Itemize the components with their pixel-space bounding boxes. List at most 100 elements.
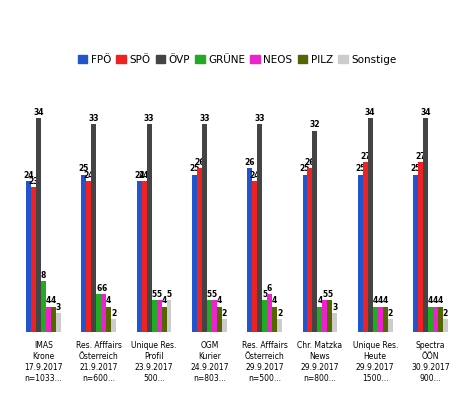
Text: 25: 25 (189, 164, 200, 174)
Bar (257, 125, 262, 332)
Bar (267, 294, 272, 332)
Bar (322, 300, 328, 332)
Text: 4: 4 (217, 296, 222, 305)
Bar (96, 294, 101, 332)
Text: 6: 6 (267, 284, 272, 293)
Text: 5: 5 (207, 290, 212, 299)
Text: 32: 32 (310, 121, 320, 129)
Bar (308, 168, 312, 332)
Text: 3: 3 (332, 302, 337, 312)
Text: 3: 3 (56, 302, 61, 312)
Bar (388, 319, 392, 332)
Text: 34: 34 (33, 108, 44, 117)
Text: 4: 4 (51, 296, 56, 305)
Text: 4: 4 (438, 296, 443, 305)
Bar (91, 125, 96, 332)
Bar (438, 306, 443, 332)
Text: 26: 26 (194, 158, 205, 167)
Text: 24: 24 (83, 171, 94, 179)
Bar (363, 162, 368, 332)
Bar (26, 181, 31, 332)
Text: 5: 5 (212, 290, 217, 299)
Text: 25: 25 (410, 164, 421, 174)
Text: 25: 25 (355, 164, 365, 174)
Text: 4: 4 (106, 296, 111, 305)
Text: 24: 24 (134, 171, 145, 179)
Bar (86, 181, 91, 332)
Text: 24: 24 (23, 171, 34, 179)
Bar (418, 162, 423, 332)
Bar (368, 118, 373, 332)
Bar (413, 175, 418, 332)
Text: 25: 25 (300, 164, 310, 174)
Text: 2: 2 (111, 309, 116, 318)
Bar (41, 281, 46, 332)
Text: 4: 4 (272, 296, 277, 305)
Legend: FPÖ, SPÖ, ÖVP, GRÜNE, NEOS, PILZ, Sonstige: FPÖ, SPÖ, ÖVP, GRÜNE, NEOS, PILZ, Sonsti… (75, 53, 399, 67)
Bar (318, 306, 322, 332)
Bar (51, 306, 56, 332)
Bar (312, 131, 318, 332)
Bar (152, 300, 156, 332)
Bar (272, 306, 277, 332)
Bar (262, 300, 267, 332)
Bar (358, 175, 363, 332)
Text: 24: 24 (139, 171, 149, 179)
Bar (56, 313, 61, 332)
Bar (378, 306, 383, 332)
Text: 5: 5 (262, 290, 267, 299)
Text: 25: 25 (79, 164, 89, 174)
Bar (332, 313, 337, 332)
Text: 4: 4 (433, 296, 438, 305)
Bar (111, 319, 116, 332)
Text: 2: 2 (388, 309, 393, 318)
Text: 34: 34 (420, 108, 431, 117)
Text: 5: 5 (156, 290, 162, 299)
Text: 34: 34 (365, 108, 375, 117)
Text: 33: 33 (89, 114, 99, 123)
Bar (106, 306, 111, 332)
Bar (212, 300, 217, 332)
Bar (192, 175, 197, 332)
Bar (302, 175, 308, 332)
Bar (166, 300, 172, 332)
Bar (383, 306, 388, 332)
Text: 24: 24 (249, 171, 260, 179)
Text: 5: 5 (152, 290, 156, 299)
Bar (46, 306, 51, 332)
Bar (277, 319, 282, 332)
Text: 2: 2 (443, 309, 448, 318)
Bar (36, 118, 41, 332)
Bar (247, 168, 252, 332)
Bar (142, 181, 146, 332)
Bar (428, 306, 433, 332)
Bar (222, 319, 227, 332)
Text: 26: 26 (305, 158, 315, 167)
Bar (162, 306, 166, 332)
Text: 4: 4 (383, 296, 388, 305)
Text: 5: 5 (322, 290, 328, 299)
Bar (373, 306, 378, 332)
Text: 4: 4 (428, 296, 433, 305)
Bar (423, 118, 428, 332)
Bar (156, 300, 162, 332)
Text: 2: 2 (277, 309, 282, 318)
Bar (31, 187, 36, 332)
Text: 27: 27 (360, 152, 371, 161)
Text: 33: 33 (255, 114, 265, 123)
Bar (197, 168, 202, 332)
Text: 4: 4 (161, 296, 167, 305)
Text: 8: 8 (41, 271, 46, 280)
Text: 4: 4 (317, 296, 323, 305)
Text: 4: 4 (378, 296, 383, 305)
Bar (443, 319, 448, 332)
Text: 6: 6 (101, 284, 106, 293)
Text: 23: 23 (28, 177, 39, 186)
Text: 5: 5 (328, 290, 332, 299)
Text: 33: 33 (199, 114, 210, 123)
Text: 33: 33 (144, 114, 155, 123)
Bar (252, 181, 257, 332)
Bar (433, 306, 438, 332)
Text: 26: 26 (245, 158, 255, 167)
Bar (217, 306, 222, 332)
